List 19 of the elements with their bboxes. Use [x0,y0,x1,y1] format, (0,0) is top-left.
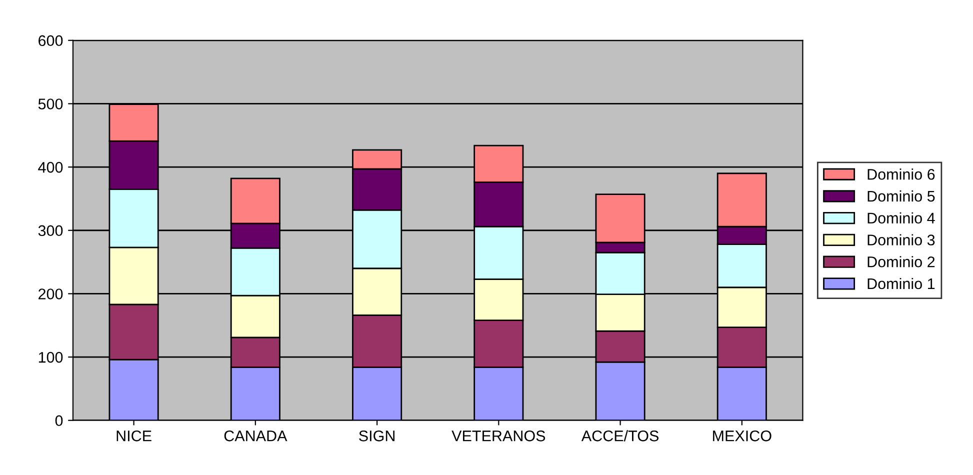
legend-label: Dominio 3 [868,234,935,246]
x-tick-label: SIGN [359,430,394,442]
legend-label: Dominio 5 [868,190,935,202]
x-tick-label: CANADA [224,430,288,442]
y-tick-label: 200 [38,288,63,300]
y-tick-label: 300 [38,225,63,236]
y-tick-label: 600 [38,35,63,46]
y-tick-label: 500 [38,98,63,110]
y-tick-label: 100 [38,352,63,363]
x-tick-label: VETERANOS [452,430,546,442]
y-tick-label: 0 [55,415,63,426]
legend-label: Dominio 1 [868,278,935,290]
legend-label: Dominio 4 [868,212,935,224]
legend-label: Dominio 6 [868,168,935,180]
legend-label: Dominio 2 [868,256,935,268]
x-tick-label: NICE [116,430,152,442]
x-tick-label: MEXICO [713,430,772,442]
y-tick-label: 400 [38,162,63,173]
x-tick-label: ACCE/TOS [581,430,658,442]
